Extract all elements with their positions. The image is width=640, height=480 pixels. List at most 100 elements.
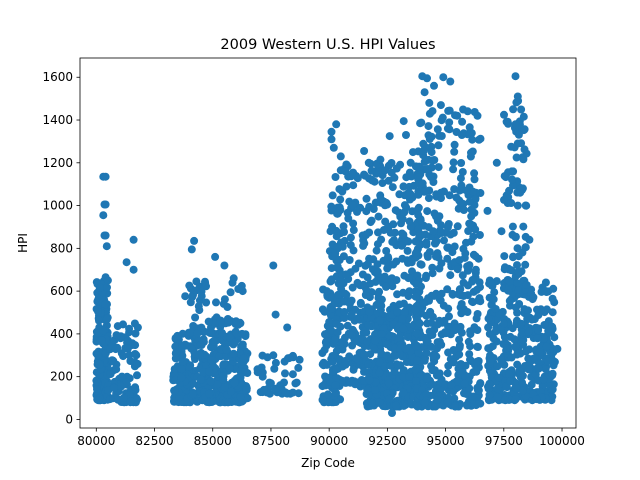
data-point (509, 167, 518, 176)
data-point (352, 354, 361, 363)
data-point (541, 287, 550, 296)
data-point (111, 345, 120, 354)
data-point (222, 345, 231, 354)
data-point (467, 205, 476, 214)
data-point (452, 324, 461, 333)
data-point (171, 354, 180, 363)
data-point (413, 402, 422, 411)
data-point (327, 127, 336, 136)
data-point (394, 333, 403, 342)
data-point (349, 181, 358, 190)
data-point (94, 351, 102, 360)
data-point (199, 368, 208, 377)
data-point (371, 336, 380, 345)
data-point (509, 253, 517, 262)
data-point (430, 81, 438, 90)
data-point (381, 166, 390, 175)
data-point (475, 231, 484, 239)
points-layer (92, 72, 562, 417)
data-point (393, 290, 402, 299)
data-point (472, 366, 480, 375)
data-point (543, 357, 552, 366)
data-point (517, 105, 526, 114)
data-point (177, 365, 186, 374)
data-point (437, 340, 446, 349)
data-point (291, 379, 300, 388)
data-point (416, 119, 425, 128)
data-point (426, 327, 435, 336)
data-point (513, 92, 522, 101)
data-point (347, 331, 356, 340)
data-point (450, 242, 459, 251)
data-point (468, 135, 477, 144)
data-point (257, 363, 266, 372)
data-point (433, 216, 442, 225)
data-point (327, 135, 336, 144)
data-point (328, 357, 337, 366)
data-point (347, 296, 356, 305)
data-point (484, 314, 493, 323)
data-point (178, 343, 187, 352)
data-point (349, 226, 358, 235)
data-point (512, 153, 521, 162)
data-point (348, 201, 357, 210)
data-point (103, 276, 112, 285)
data-point (515, 366, 524, 375)
data-point (518, 328, 527, 337)
data-point (490, 288, 499, 297)
data-point (404, 333, 412, 342)
data-point (197, 323, 206, 332)
data-point (443, 369, 452, 378)
data-point (493, 362, 502, 371)
data-point (488, 281, 496, 290)
data-point (457, 328, 466, 337)
data-point (500, 110, 508, 119)
data-point (421, 230, 430, 239)
data-point (467, 212, 476, 221)
data-point (521, 260, 530, 269)
data-point (216, 316, 225, 325)
data-point (283, 323, 292, 332)
data-point (468, 187, 477, 196)
data-point (508, 222, 517, 231)
data-point (412, 343, 421, 351)
data-point (457, 300, 466, 308)
data-point (97, 336, 106, 345)
data-point (229, 274, 238, 283)
data-point (388, 183, 397, 192)
data-point (386, 361, 395, 370)
data-point (344, 214, 353, 223)
data-point (117, 382, 126, 391)
data-point (516, 188, 525, 197)
data-point (234, 285, 243, 293)
data-point (328, 191, 337, 200)
data-point (215, 352, 224, 360)
data-point (505, 370, 514, 379)
data-point (437, 132, 446, 140)
data-point (391, 344, 400, 353)
data-point (319, 361, 328, 370)
data-point (399, 388, 408, 397)
data-point (392, 401, 401, 410)
data-point (129, 235, 138, 244)
data-point (206, 377, 215, 386)
data-point (393, 307, 402, 316)
data-point (322, 287, 331, 296)
data-point (96, 283, 105, 292)
data-point (99, 326, 108, 335)
data-point (544, 326, 553, 335)
data-point (103, 283, 111, 292)
data-point (356, 300, 365, 308)
data-point (407, 172, 416, 181)
data-point (426, 173, 435, 182)
data-point (417, 282, 425, 291)
data-point (500, 332, 509, 341)
data-point (360, 147, 369, 155)
data-point (542, 342, 551, 351)
data-point (506, 377, 514, 386)
data-point (428, 107, 437, 116)
data-point (457, 131, 466, 139)
data-point (445, 118, 454, 127)
data-point (399, 117, 408, 126)
data-point (375, 287, 384, 296)
